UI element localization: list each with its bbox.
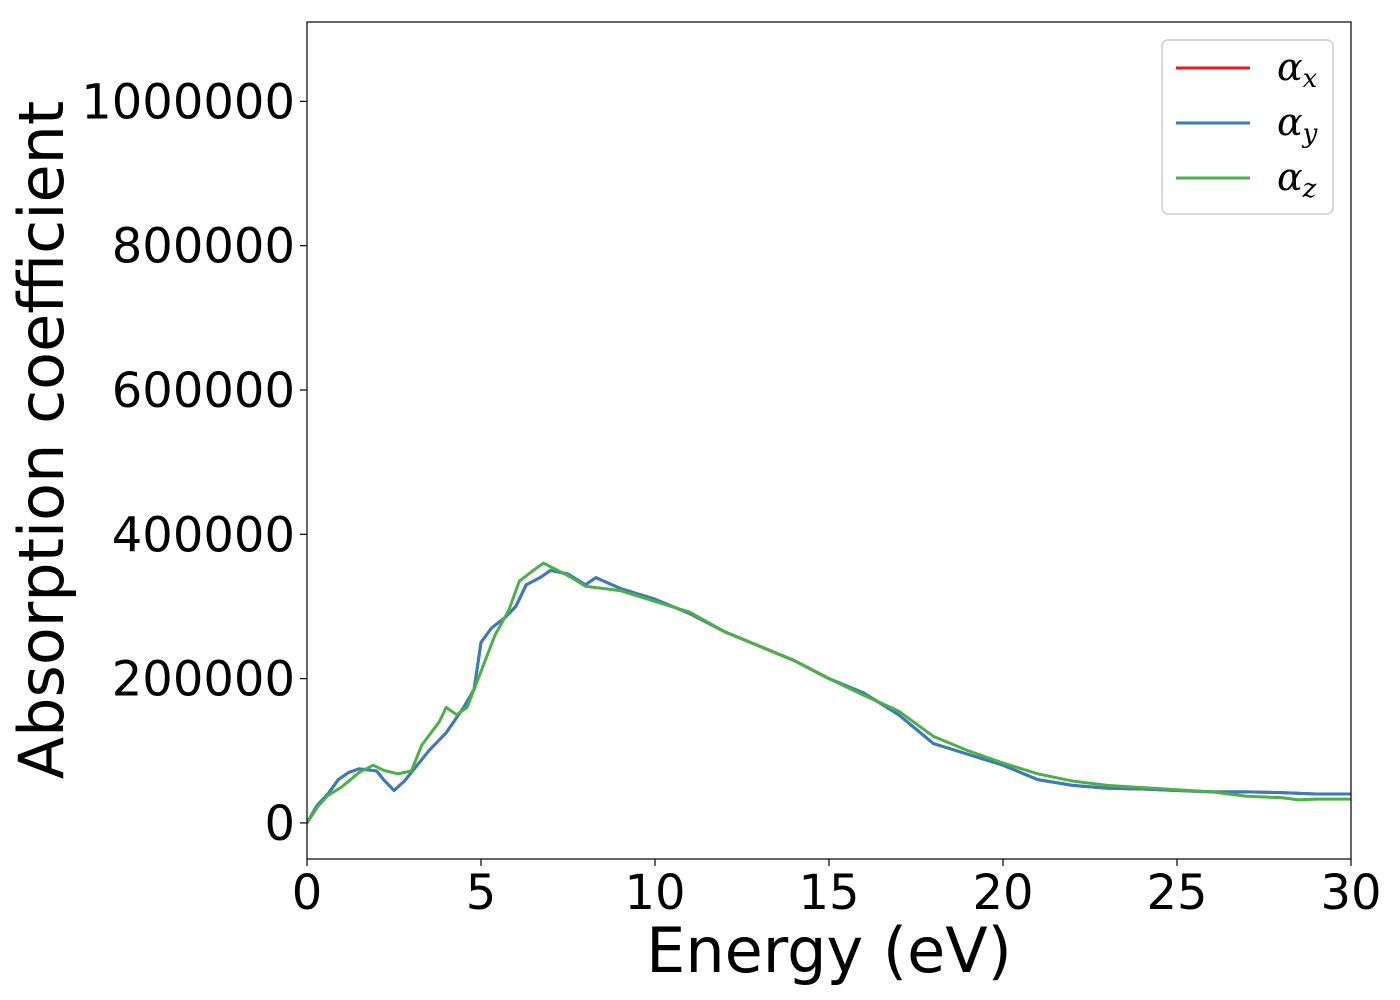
legend-frame bbox=[1161, 39, 1334, 215]
series-line-z bbox=[307, 561, 1351, 825]
legend-label-z: αz bbox=[1277, 155, 1317, 204]
series-line-y bbox=[307, 568, 1351, 825]
x-tick-label: 10 bbox=[624, 865, 685, 921]
x-tick-label: 5 bbox=[466, 865, 497, 921]
x-tick-label: 20 bbox=[972, 865, 1033, 921]
y-tick-label: 600000 bbox=[112, 363, 295, 419]
y-tick-label: 400000 bbox=[112, 507, 295, 563]
x-tick-label: 25 bbox=[1146, 865, 1207, 921]
y-tick-label: 800000 bbox=[112, 219, 295, 275]
legend-label-x: αx bbox=[1277, 45, 1318, 94]
y-axis-title: Absorption coefficient bbox=[5, 101, 78, 780]
x-tick-label: 15 bbox=[798, 865, 859, 921]
x-axis-ticks: 0 5 10 15 20 25 30 bbox=[292, 859, 1382, 921]
x-tick-label: 0 bbox=[292, 865, 323, 921]
y-tick-label: 1000000 bbox=[81, 74, 295, 130]
series-line-x bbox=[307, 568, 1351, 825]
legend-label-y: αy bbox=[1277, 100, 1318, 149]
x-axis-title: Energy (eV) bbox=[646, 914, 1012, 987]
legend: αx αy αz bbox=[1161, 39, 1334, 215]
series-lines bbox=[307, 561, 1351, 825]
y-tick-label: 0 bbox=[264, 796, 295, 852]
x-tick-label: 30 bbox=[1320, 865, 1381, 921]
y-axis-ticks: 0 200000 400000 600000 800000 1000000 bbox=[81, 74, 307, 852]
y-tick-label: 200000 bbox=[112, 652, 295, 708]
